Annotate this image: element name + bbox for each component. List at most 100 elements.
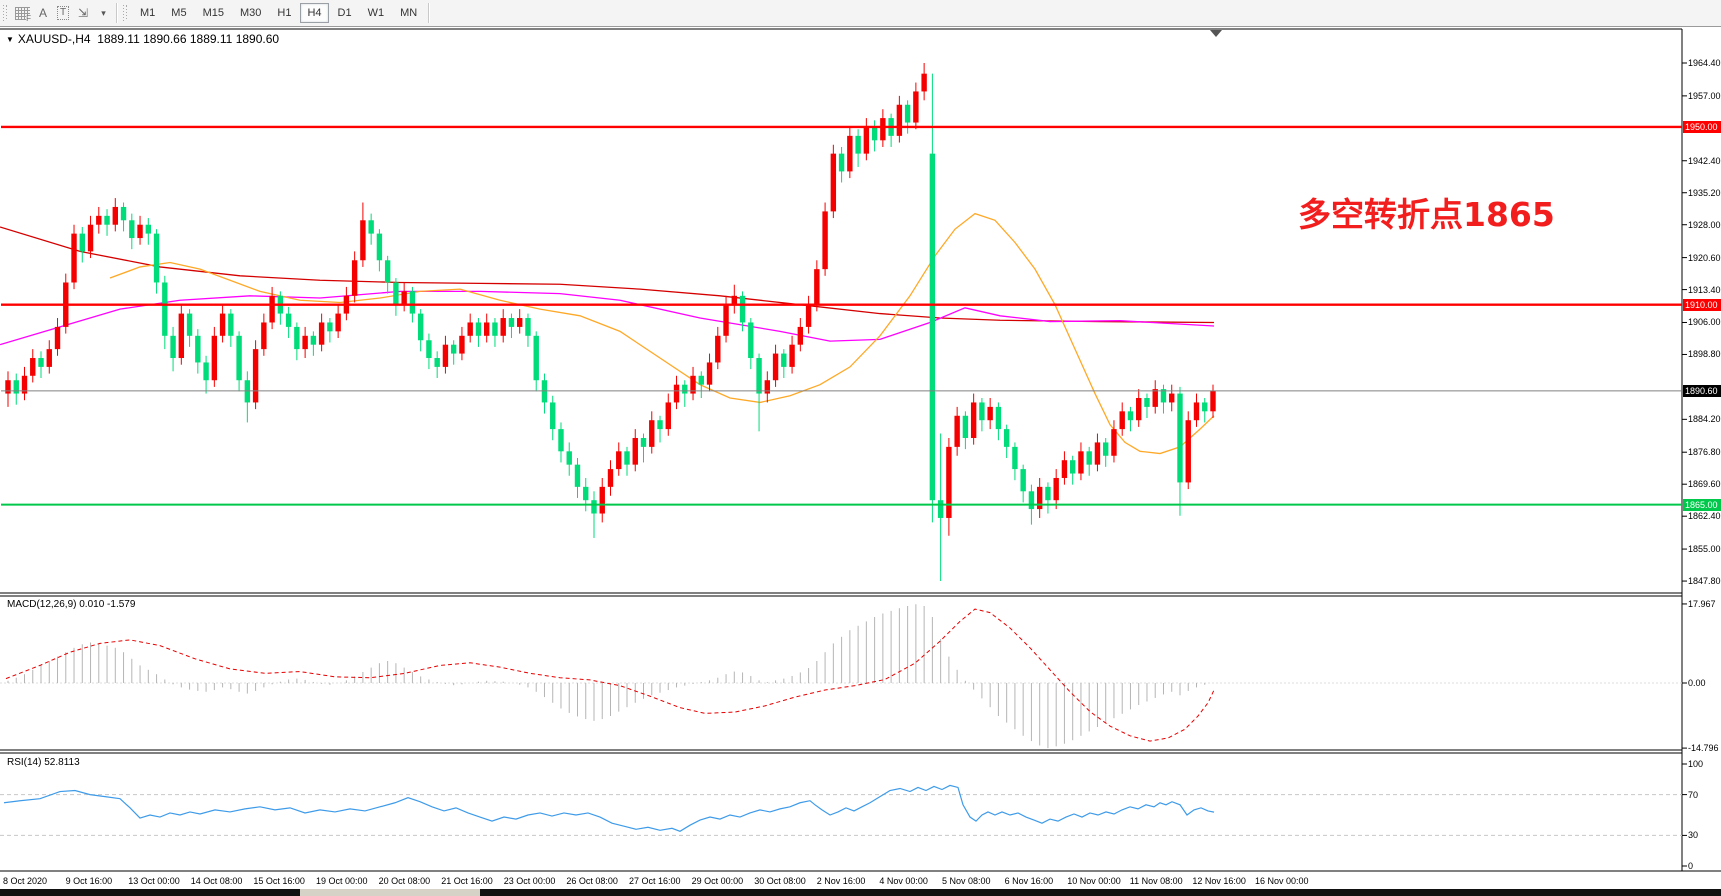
candle-body — [657, 420, 663, 430]
candle-body — [426, 340, 432, 359]
candle-body — [979, 402, 985, 421]
candle-body — [1012, 446, 1018, 470]
candle-body — [995, 406, 1002, 430]
candle-body — [789, 344, 795, 367]
price-tick-label: 1906.00 — [1688, 317, 1721, 328]
toolbar-separator — [428, 3, 430, 23]
timeframe-button-m1[interactable]: M1 — [133, 3, 162, 23]
macd-indicator-label: MACD(12,26,9) 0.010 -1.579 — [7, 599, 136, 610]
candle-body — [1185, 420, 1191, 483]
timeframe-button-mn[interactable]: MN — [393, 3, 424, 23]
macd-scale-label: -14.796 — [1688, 743, 1719, 754]
date-label: 21 Oct 16:00 — [441, 876, 493, 886]
candle-body — [1160, 389, 1167, 403]
candle-body — [96, 215, 102, 225]
price-badge-1950: 1950.00 — [1683, 120, 1721, 133]
chevron-down-icon: ▾ — [101, 7, 106, 18]
candle-body — [1136, 398, 1142, 421]
timeframe-button-m30[interactable]: M30 — [233, 3, 268, 23]
candle-body — [954, 415, 960, 447]
candle-body — [533, 335, 539, 381]
timeframe-button-m5[interactable]: M5 — [164, 3, 193, 23]
candle-body — [401, 291, 407, 305]
candle-body — [946, 446, 952, 518]
macd-scale-label: 17.967 — [1688, 598, 1716, 609]
price-tick-label: 1957.00 — [1688, 90, 1721, 101]
text-tool-button[interactable]: A — [33, 2, 53, 24]
candle-body — [904, 104, 911, 123]
candle-body — [137, 224, 143, 239]
candle-body — [360, 220, 366, 261]
candle-body — [756, 358, 762, 394]
candle-body — [748, 322, 754, 359]
candle-body — [1127, 411, 1134, 421]
candle-body — [847, 135, 853, 172]
candle-body — [327, 322, 333, 332]
price-tick-label: 1942.40 — [1688, 155, 1721, 166]
candle-body — [913, 91, 919, 123]
candle-body — [195, 335, 201, 363]
candle-body — [1193, 402, 1200, 421]
chart-text-annotation[interactable]: 多空转折点1865 — [1298, 195, 1555, 234]
candle-body — [508, 318, 515, 327]
candle-body — [483, 322, 490, 336]
candle-body — [203, 362, 209, 381]
candle-body — [145, 224, 152, 234]
date-label: 29 Oct 00:00 — [691, 876, 744, 886]
arrows-dropdown-button[interactable]: ▾ — [93, 2, 113, 24]
arrows-tool-button[interactable]: ⇲ — [73, 2, 93, 24]
candle-body — [698, 375, 704, 385]
candle-body — [294, 326, 300, 350]
candle-body — [252, 349, 259, 403]
date-label: 8 Oct 2020 — [3, 876, 48, 886]
date-label: 2 Nov 16:00 — [816, 876, 866, 886]
price-tick-label: 1928.00 — [1688, 219, 1721, 230]
candle-body — [1036, 486, 1043, 510]
candle-body — [673, 384, 680, 403]
timeframe-drag-handle[interactable] — [123, 5, 128, 21]
rsi-scale-label: 0 — [1688, 861, 1694, 871]
candle-body — [1169, 393, 1175, 403]
candle-body — [450, 344, 457, 354]
timeframe-button-h4[interactable]: H4 — [300, 3, 329, 23]
candle-body — [162, 282, 168, 336]
candle-body — [723, 304, 729, 336]
candle-body — [921, 73, 927, 92]
candle-body — [236, 335, 242, 381]
candle-body — [855, 135, 861, 154]
price-tick-label: 1935.20 — [1688, 187, 1721, 198]
timeframe-button-w1[interactable]: W1 — [361, 3, 392, 23]
candle-body — [5, 380, 11, 394]
timeframe-button-d1[interactable]: D1 — [331, 3, 359, 23]
text-label-icon: T — [56, 6, 70, 20]
candle-body — [459, 335, 465, 354]
text-label-tool-button[interactable]: T — [53, 2, 73, 24]
candle-body — [211, 335, 218, 381]
chart-dropdown-icon[interactable]: ▼ — [6, 35, 14, 44]
timeframe-button-m15[interactable]: M15 — [196, 3, 231, 23]
rsi-scale-label: 70 — [1688, 789, 1699, 800]
macd-signal-line — [5, 608, 1215, 742]
fibonacci-tool-button[interactable]: F — [12, 2, 33, 24]
candle-body — [599, 486, 605, 514]
candle-body — [1003, 429, 1010, 447]
ohlc-high: 1890.66 — [143, 32, 187, 46]
candle-body — [624, 451, 630, 465]
candle-body — [682, 384, 688, 394]
candle-body — [30, 358, 36, 376]
candle-body — [384, 260, 391, 283]
price-tick-label: 1862.40 — [1688, 511, 1721, 522]
candle-body — [1111, 429, 1117, 456]
candle-body — [1028, 491, 1035, 510]
macd-scale-label: 0.00 — [1688, 678, 1706, 688]
rsi-indicator-label: RSI(14) 52.8113 — [7, 757, 80, 768]
timeframe-button-h1[interactable]: H1 — [270, 3, 298, 23]
price-tick-label: 1898.80 — [1688, 349, 1721, 360]
toolbar-drag-handle[interactable] — [3, 5, 8, 21]
candle-body — [1177, 393, 1183, 483]
rsi-line — [3, 784, 1215, 832]
date-label: 13 Oct 00:00 — [128, 876, 180, 886]
candle-body — [822, 211, 828, 270]
